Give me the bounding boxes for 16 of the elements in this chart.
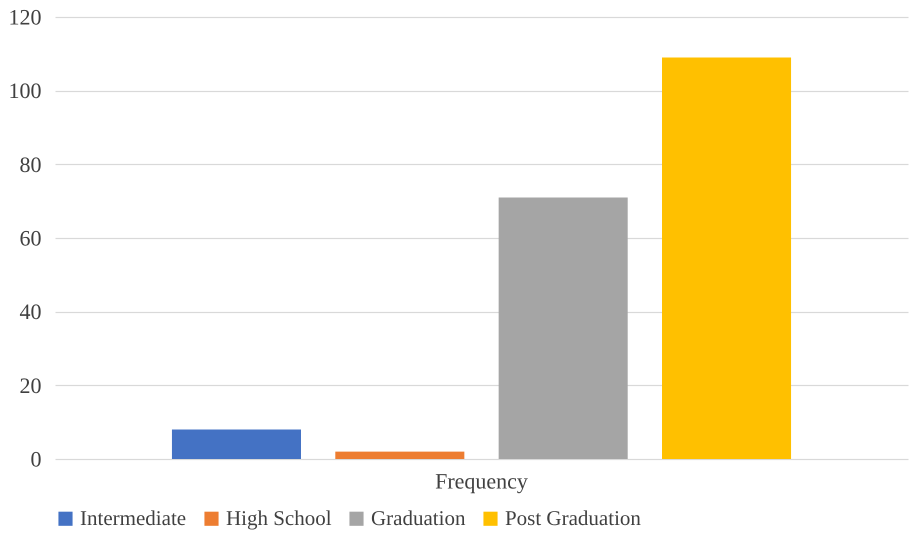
- bar: [662, 58, 792, 459]
- bar: [335, 452, 464, 459]
- y-tick-label: 60: [20, 226, 42, 250]
- legend-label: Post Graduation: [505, 506, 642, 530]
- y-tick-label: 100: [8, 78, 42, 104]
- legend-label: Intermediate: [80, 506, 186, 530]
- y-tick-label: 0: [30, 446, 42, 472]
- bar: [498, 197, 628, 459]
- legend-label: Graduation: [371, 506, 466, 530]
- y-tick-label: 20: [20, 372, 42, 398]
- bar: [172, 430, 301, 459]
- legend-label: High School: [226, 506, 332, 530]
- y-tick-label: 120: [8, 4, 42, 30]
- y-tick-label: 80: [20, 152, 42, 177]
- x-tick-label: Frequency: [435, 468, 528, 494]
- y-tick-label: 40: [20, 299, 42, 324]
